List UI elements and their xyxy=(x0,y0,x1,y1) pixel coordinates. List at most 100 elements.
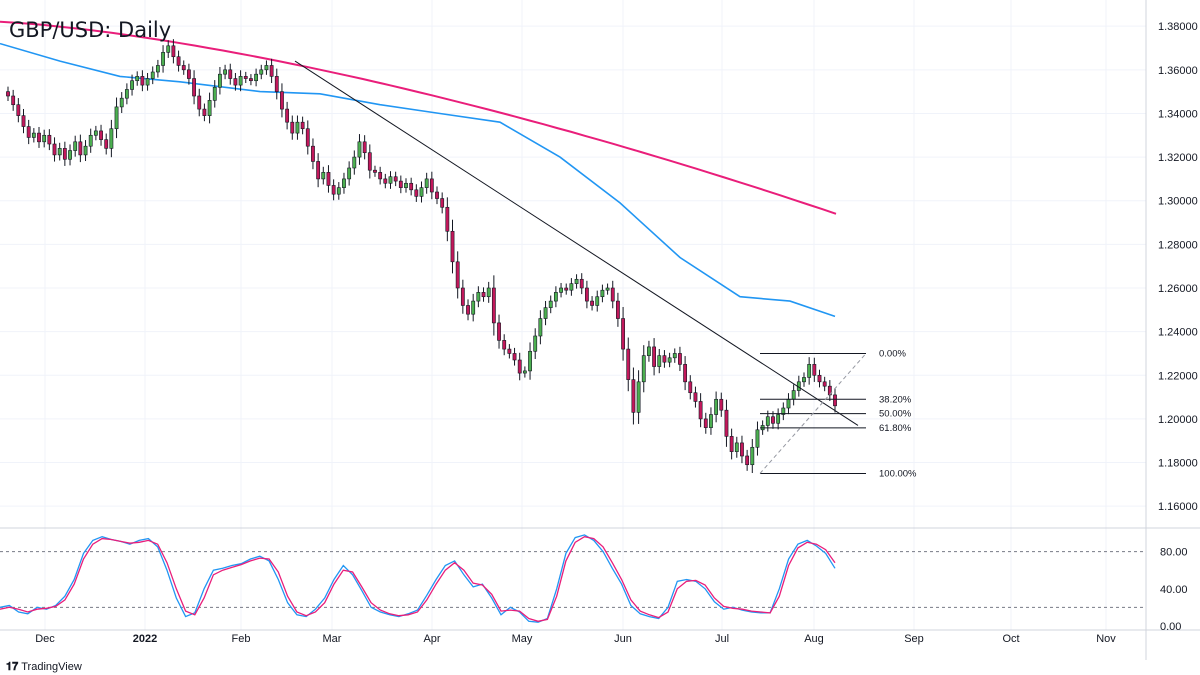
candle-body xyxy=(155,65,160,73)
candle-body xyxy=(786,398,791,409)
tradingview-logo-icon: 𝟏𝟕 xyxy=(6,661,19,673)
x-tick-label: Dec xyxy=(35,633,55,645)
candle-body xyxy=(771,416,775,424)
candle-body xyxy=(398,180,403,188)
candle-body xyxy=(450,230,455,263)
candle-body xyxy=(347,167,352,180)
chart-title: GBP/USD: Daily xyxy=(9,18,172,42)
candle-body xyxy=(238,76,243,86)
candle-body xyxy=(114,106,119,130)
candle-body xyxy=(802,377,806,383)
candle-body xyxy=(569,283,574,291)
candle-body xyxy=(207,100,212,116)
stoch-y-tick-label: 0.00 xyxy=(1160,621,1181,633)
x-tick-label: Sep xyxy=(904,633,924,645)
x-tick-label: Nov xyxy=(1096,633,1116,645)
candle-body xyxy=(703,418,708,428)
candle-body xyxy=(145,78,150,86)
candle-body xyxy=(161,52,165,66)
candle-body xyxy=(254,73,259,82)
candle-body xyxy=(538,318,543,337)
candle-body xyxy=(688,381,693,394)
trendline xyxy=(294,60,859,426)
candle-body xyxy=(636,381,641,413)
x-tick-label: Apr xyxy=(423,633,440,645)
candle-body xyxy=(507,348,512,354)
candle-body xyxy=(652,346,656,367)
candle-body xyxy=(662,355,667,363)
candle-body xyxy=(326,172,331,186)
candle-body xyxy=(709,414,713,428)
candle-body xyxy=(445,206,450,232)
x-tick-label: May xyxy=(512,633,533,645)
candle-body xyxy=(331,185,336,195)
fib-level-label: 50.00% xyxy=(879,409,912,420)
candle-body xyxy=(750,446,755,466)
candle-body xyxy=(693,392,698,402)
candle-body xyxy=(16,104,21,116)
candle-body xyxy=(781,407,786,415)
candle-body xyxy=(57,148,62,156)
candle-body xyxy=(641,355,646,383)
candle-body xyxy=(73,141,78,151)
candle-body xyxy=(460,287,465,306)
candle-body xyxy=(300,121,305,130)
candle-body xyxy=(223,69,227,75)
stoch-d-line xyxy=(0,536,836,622)
candle-body xyxy=(631,379,636,413)
y-tick-label: 1.20000 xyxy=(1158,414,1198,426)
candle-body xyxy=(657,355,662,367)
candle-body xyxy=(393,176,398,182)
candle-body xyxy=(269,65,274,77)
candle-body xyxy=(590,300,594,306)
candle-body xyxy=(812,364,817,376)
candle-body xyxy=(486,287,491,298)
candle-body xyxy=(352,156,357,169)
candle-body xyxy=(109,128,114,149)
stoch-y-tick-label: 80.00 xyxy=(1160,547,1188,559)
candle-body xyxy=(78,141,83,156)
fib-diagonal xyxy=(759,353,867,474)
candle-body xyxy=(181,65,186,71)
candle-body xyxy=(719,398,724,411)
candle-body xyxy=(362,141,367,154)
candle-body xyxy=(321,172,326,180)
candle-body xyxy=(383,178,388,184)
candle-body xyxy=(68,150,72,160)
candle-body xyxy=(471,300,476,315)
fib-level-label: 0.00% xyxy=(879,348,906,359)
fib-level-label: 100.00% xyxy=(879,468,917,479)
tradingview-branding[interactable]: 𝟏𝟕 TradingView xyxy=(6,661,82,674)
candle-body xyxy=(647,346,651,356)
candle-body xyxy=(667,357,672,363)
candle-body xyxy=(476,292,481,302)
candle-body xyxy=(52,143,57,156)
moving-averages xyxy=(0,20,837,318)
candle-body xyxy=(497,322,501,341)
x-tick-label: Oct xyxy=(1002,633,1019,645)
candle-body xyxy=(316,161,321,180)
candle-body xyxy=(88,134,93,147)
candle-body xyxy=(512,353,517,361)
y-tick-label: 1.22000 xyxy=(1158,370,1198,382)
y-tick-label: 1.38000 xyxy=(1158,21,1198,33)
candle-body xyxy=(176,56,181,66)
candle-body xyxy=(187,69,191,79)
fib-level-label: 61.80% xyxy=(879,423,912,434)
x-tick-label: Aug xyxy=(804,633,824,645)
candle-body xyxy=(99,130,103,140)
candle-body xyxy=(378,172,383,180)
candle-body xyxy=(833,394,837,407)
candle-body xyxy=(37,132,41,143)
candle-body xyxy=(31,132,36,138)
candle-body xyxy=(419,187,424,197)
candle-body xyxy=(83,145,88,156)
candle-body xyxy=(672,353,677,359)
grid-lines xyxy=(0,0,1146,630)
candle-body xyxy=(584,287,589,302)
candle-body xyxy=(714,398,719,415)
y-tick-label: 1.16000 xyxy=(1158,501,1198,513)
candle-body xyxy=(440,198,445,208)
candle-body xyxy=(233,78,238,86)
candle-body xyxy=(729,436,734,452)
